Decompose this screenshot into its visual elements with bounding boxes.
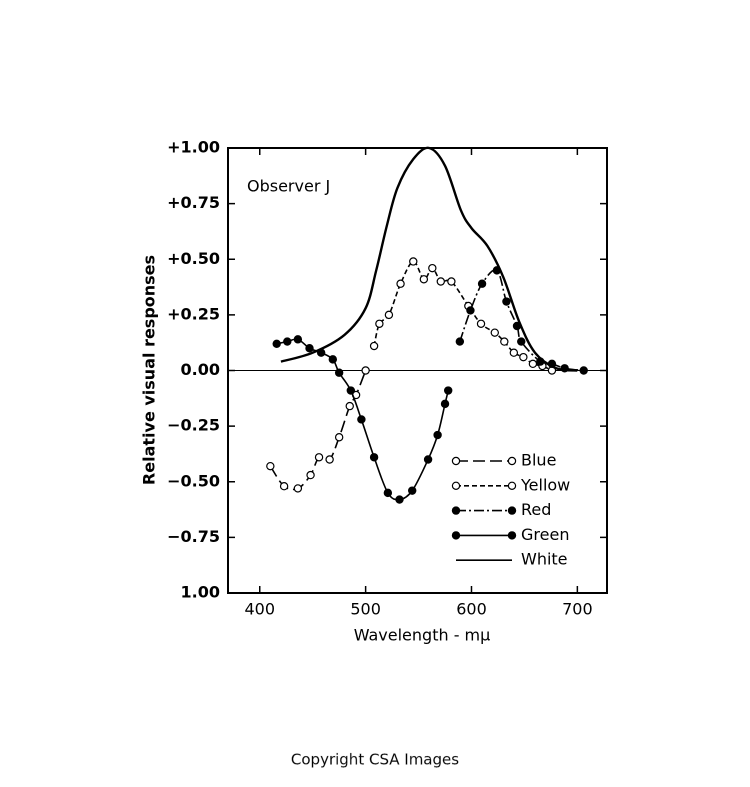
data-point: [361, 366, 370, 375]
data-point: [345, 401, 354, 411]
data-point: [517, 337, 526, 346]
y-tick-label: −0.50: [167, 471, 220, 490]
legend-label: White: [521, 550, 568, 569]
x-tick-label: 400: [244, 600, 275, 619]
data-point: [328, 355, 338, 364]
data-point: [369, 453, 379, 462]
data-point: [293, 484, 303, 493]
y-tick-label: 0.00: [181, 360, 220, 379]
data-point: [419, 275, 429, 284]
legend-label: Yellow: [520, 475, 570, 494]
data-point: [528, 359, 538, 369]
data-point: [490, 328, 499, 337]
series-line: [280, 146, 578, 372]
y-tick-label: −0.75: [167, 527, 220, 546]
data-point: [476, 319, 486, 328]
legend-marker: [451, 456, 461, 466]
data-point: [357, 415, 366, 424]
data-point: [428, 263, 437, 273]
data-point: [509, 348, 519, 357]
data-point: [314, 453, 324, 462]
y-tick-label: 1.00: [181, 583, 220, 602]
data-point: [444, 386, 453, 395]
y-tick-label: +1.00: [167, 138, 220, 157]
footer: Copyright CSA Images: [291, 751, 459, 769]
x-axis-label: Wavelength - mμ: [354, 626, 491, 645]
y-tick-label: +0.75: [167, 193, 220, 212]
y-tick-label: +0.50: [167, 249, 220, 268]
data-point: [502, 297, 511, 306]
data-point: [305, 344, 314, 353]
data-point: [579, 366, 588, 375]
data-point: [325, 455, 334, 464]
y-tick-label: +0.25: [167, 304, 220, 323]
legend-marker: [451, 531, 461, 540]
data-point: [408, 486, 417, 495]
data-point: [433, 430, 442, 440]
data-point: [466, 306, 475, 315]
data-point: [409, 257, 418, 266]
data-point: [395, 495, 404, 504]
legend-marker: [507, 456, 517, 466]
data-point: [369, 341, 379, 351]
legend-label: Red: [521, 500, 551, 519]
legend-marker: [451, 481, 461, 490]
data-point: [477, 279, 487, 288]
legend-label: Blue: [521, 451, 556, 470]
x-tick-label: 500: [350, 600, 381, 619]
data-point: [346, 386, 356, 395]
data-point: [383, 488, 393, 498]
x-tick-label: 600: [456, 600, 487, 619]
legend-label: Green: [521, 525, 569, 544]
data-point: [283, 337, 292, 346]
data-point: [455, 337, 465, 346]
data-point: [436, 277, 445, 286]
data-point: [334, 433, 344, 442]
data-point: [447, 277, 456, 286]
data-point: [423, 455, 433, 464]
data-point: [279, 482, 289, 491]
legend-marker: [451, 506, 461, 515]
legend-marker: [507, 531, 517, 540]
data-point: [500, 337, 509, 346]
data-point: [272, 339, 281, 348]
series-line: [269, 370, 367, 491]
data-point: [440, 399, 450, 409]
data-point: [519, 352, 528, 362]
data-point: [334, 368, 344, 377]
y-axis-label: Relative visual responses: [140, 255, 159, 485]
data-point: [375, 319, 384, 328]
x-tick-label: 700: [562, 600, 593, 619]
legend-marker: [507, 481, 517, 490]
legend-marker: [507, 506, 517, 515]
data-point: [293, 335, 303, 344]
y-tick-label: −0.25: [167, 416, 220, 435]
annotation: Observer J: [247, 177, 330, 196]
data-point: [306, 470, 315, 480]
data-point: [266, 461, 275, 471]
data-point: [396, 279, 405, 288]
data-point: [384, 310, 394, 320]
